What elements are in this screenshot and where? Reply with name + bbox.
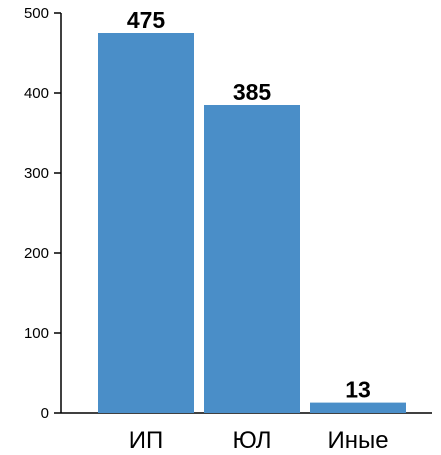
y-tick-label: 500: [24, 5, 49, 22]
bar-value-label: 475: [127, 7, 166, 33]
y-tick-label: 200: [24, 245, 49, 262]
y-tick-label: 300: [24, 165, 49, 182]
category-labels: ИП ЮЛ Иные: [129, 427, 389, 454]
bar: [204, 105, 300, 413]
category-label: ЮЛ: [233, 427, 272, 454]
category-label: ИП: [129, 427, 164, 454]
bars: [98, 33, 406, 413]
value-labels: 475 385 13: [127, 7, 371, 403]
y-axis: 0 100 200 300 400 500: [24, 5, 62, 422]
category-label: Иные: [327, 427, 388, 454]
bar-value-label: 13: [345, 377, 371, 403]
bar: [98, 33, 194, 413]
y-tick-label: 100: [24, 325, 49, 342]
y-tick-label: 0: [41, 405, 49, 422]
bar: [310, 402, 406, 413]
y-tick-label: 400: [24, 85, 49, 102]
bar-value-label: 385: [233, 79, 272, 105]
